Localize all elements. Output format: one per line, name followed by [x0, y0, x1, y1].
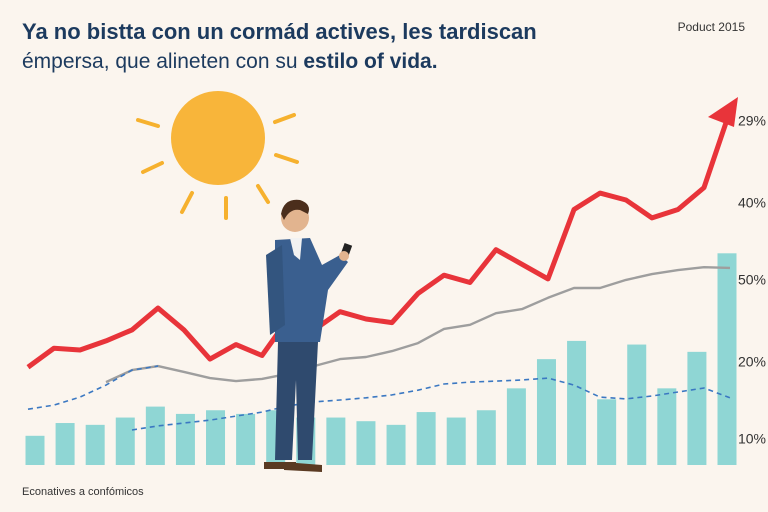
person: [264, 199, 353, 472]
bar: [717, 253, 737, 465]
bar: [657, 388, 677, 465]
arrow-head: [708, 96, 738, 127]
side-label: 20%: [738, 354, 766, 370]
line: [105, 266, 731, 384]
side-label: 40%: [738, 195, 766, 211]
subtitle-part: émpersa, que alineten con su: [22, 50, 303, 73]
bar: [356, 421, 376, 465]
subtitle-bold: estilo of vida.: [303, 50, 437, 73]
footnote: Econatives a confómicos: [22, 486, 144, 498]
bar: [236, 413, 256, 465]
bar: [416, 412, 436, 465]
bar: [446, 417, 466, 465]
bar: [25, 435, 45, 465]
corner-label: Poduct 2015: [678, 20, 746, 34]
bar: [115, 417, 135, 465]
bar: [687, 351, 707, 465]
bar: [567, 340, 587, 465]
bar: [55, 423, 75, 465]
bar: [145, 406, 165, 465]
bar: [536, 359, 556, 465]
side-labels: 29% 40% 50% 20% 10%: [738, 113, 766, 447]
bar: [386, 424, 406, 465]
side-label: 50%: [738, 272, 766, 288]
bar: [627, 344, 647, 465]
line: [26, 110, 733, 370]
lines: [26, 96, 738, 431]
side-label: 29%: [738, 113, 766, 129]
bar: [85, 424, 105, 465]
bar: [175, 413, 195, 465]
line: [27, 365, 159, 410]
bar: [506, 388, 526, 465]
bar: [597, 399, 617, 465]
bar: [326, 417, 346, 465]
line: [131, 377, 731, 431]
bar: [206, 410, 226, 465]
sun: [136, 91, 299, 220]
side-label: 10%: [738, 431, 766, 447]
chart-subtitle: émpersa, que alineten con su estilo of v…: [22, 50, 438, 73]
chart-title: Ya no bistta con un cormád actives, les …: [22, 19, 537, 44]
bar: [476, 410, 496, 465]
